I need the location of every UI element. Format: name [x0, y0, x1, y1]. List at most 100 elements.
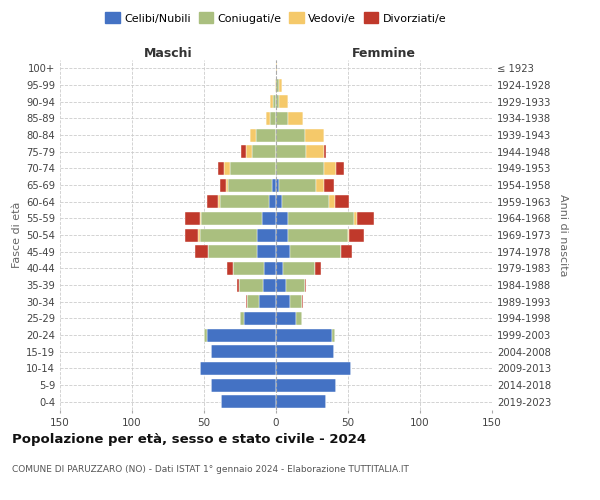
Bar: [220, 195, 269, 208]
Bar: [315, 262, 320, 275]
Bar: [276, 295, 290, 308]
Bar: [276, 62, 277, 75]
Bar: [276, 128, 305, 141]
Bar: [286, 278, 305, 291]
Bar: [273, 95, 276, 108]
Bar: [305, 278, 306, 291]
Bar: [185, 212, 200, 225]
Bar: [323, 162, 337, 175]
Bar: [335, 195, 349, 208]
Bar: [204, 328, 207, 342]
Y-axis label: Fasce di età: Fasce di età: [12, 202, 22, 268]
Bar: [201, 212, 262, 225]
Bar: [227, 262, 233, 275]
Bar: [237, 278, 239, 291]
Bar: [276, 362, 351, 375]
Bar: [354, 212, 356, 225]
Bar: [269, 195, 276, 208]
Bar: [349, 228, 364, 241]
Bar: [276, 145, 306, 158]
Bar: [276, 378, 337, 392]
Bar: [251, 145, 276, 158]
Bar: [276, 328, 332, 342]
Bar: [250, 128, 256, 141]
Bar: [306, 145, 323, 158]
Bar: [259, 295, 276, 308]
Bar: [276, 212, 287, 225]
Bar: [296, 312, 302, 325]
Bar: [276, 278, 286, 291]
Bar: [270, 112, 276, 125]
Text: Maschi: Maschi: [143, 47, 193, 60]
Bar: [276, 262, 283, 275]
Bar: [337, 162, 344, 175]
Bar: [329, 195, 335, 208]
Bar: [247, 295, 259, 308]
Bar: [256, 128, 276, 141]
Bar: [276, 345, 334, 358]
Bar: [198, 228, 200, 241]
Bar: [257, 228, 276, 241]
Text: COMUNE DI PARUZZARO (NO) - Dati ISTAT 1° gennaio 2024 - Elaborazione TUTTITALIA.: COMUNE DI PARUZZARO (NO) - Dati ISTAT 1°…: [12, 466, 409, 474]
Bar: [185, 228, 198, 241]
Bar: [266, 112, 270, 125]
Text: Femmine: Femmine: [352, 47, 416, 60]
Bar: [276, 195, 282, 208]
Bar: [229, 178, 272, 192]
Bar: [196, 245, 208, 258]
Bar: [257, 245, 276, 258]
Bar: [207, 328, 276, 342]
Bar: [276, 112, 287, 125]
Bar: [218, 162, 224, 175]
Y-axis label: Anni di nascita: Anni di nascita: [558, 194, 568, 276]
Bar: [279, 95, 287, 108]
Bar: [233, 262, 265, 275]
Legend: Celibi/Nubili, Coniugati/e, Vedovi/e, Divorziati/e: Celibi/Nubili, Coniugati/e, Vedovi/e, Di…: [101, 8, 451, 28]
Bar: [282, 195, 329, 208]
Bar: [302, 295, 304, 308]
Bar: [276, 228, 287, 241]
Bar: [287, 228, 348, 241]
Bar: [218, 195, 220, 208]
Bar: [262, 212, 276, 225]
Bar: [276, 78, 279, 92]
Bar: [279, 78, 282, 92]
Bar: [341, 245, 352, 258]
Bar: [239, 278, 263, 291]
Bar: [272, 178, 276, 192]
Bar: [287, 112, 304, 125]
Bar: [290, 295, 302, 308]
Bar: [332, 328, 335, 342]
Bar: [305, 128, 323, 141]
Bar: [275, 78, 276, 92]
Bar: [265, 262, 276, 275]
Bar: [283, 262, 315, 275]
Bar: [200, 362, 276, 375]
Bar: [323, 178, 334, 192]
Text: Popolazione per età, sesso e stato civile - 2024: Popolazione per età, sesso e stato civil…: [12, 432, 366, 446]
Bar: [323, 145, 326, 158]
Bar: [276, 245, 290, 258]
Bar: [200, 228, 257, 241]
Bar: [246, 295, 247, 308]
Bar: [276, 312, 296, 325]
Bar: [221, 395, 276, 408]
Bar: [230, 162, 276, 175]
Bar: [263, 278, 276, 291]
Bar: [276, 162, 323, 175]
Bar: [244, 312, 276, 325]
Bar: [241, 145, 246, 158]
Bar: [240, 312, 244, 325]
Bar: [276, 395, 326, 408]
Bar: [279, 178, 316, 192]
Bar: [224, 162, 230, 175]
Bar: [270, 95, 273, 108]
Bar: [207, 195, 218, 208]
Bar: [290, 245, 341, 258]
Bar: [276, 95, 279, 108]
Bar: [211, 345, 276, 358]
Bar: [287, 212, 354, 225]
Bar: [211, 378, 276, 392]
Bar: [356, 212, 374, 225]
Bar: [220, 178, 226, 192]
